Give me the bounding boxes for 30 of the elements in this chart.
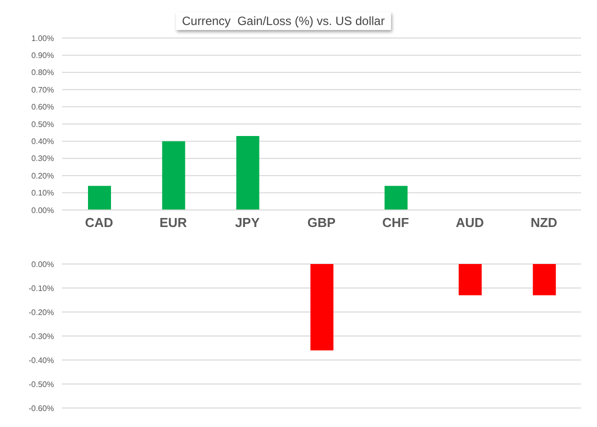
y-tick-label: 0.60% xyxy=(31,102,54,112)
y-tick-label: 1.00% xyxy=(31,34,54,43)
y-tick-label: 0.90% xyxy=(31,51,54,60)
bar xyxy=(384,186,408,210)
x-tick-label: NZD xyxy=(530,215,558,230)
y-tick-label: 0.10% xyxy=(31,188,54,198)
y-tick-label: -0.30% xyxy=(28,332,54,341)
y-tick-label: -0.60% xyxy=(28,404,54,413)
x-tick-label: GBP xyxy=(307,215,336,230)
x-tick-label: EUR xyxy=(159,215,188,230)
x-tick-label: CAD xyxy=(84,215,114,230)
y-tick-label: 0.00% xyxy=(31,260,54,269)
y-tick-label: -0.10% xyxy=(28,284,54,293)
y-tick-label: 0.00% xyxy=(31,206,54,215)
y-tick-label: -0.20% xyxy=(28,308,54,317)
x-tick-label: AUD xyxy=(456,215,484,230)
bar xyxy=(236,136,260,210)
y-tick-label: 0.30% xyxy=(31,154,54,164)
bar xyxy=(88,186,111,210)
y-tick-label: 0.20% xyxy=(31,171,54,180)
y-tick-label: 0.50% xyxy=(31,120,54,129)
y-tick-label: 0.40% xyxy=(31,137,54,146)
x-tick-label: CHF xyxy=(382,215,410,230)
y-tick-label: -0.50% xyxy=(28,380,54,389)
chart-title: Currency Gain/Loss (%) vs. US dollar xyxy=(176,12,391,30)
y-tick-label: -0.40% xyxy=(28,356,54,365)
bar xyxy=(162,141,186,210)
x-tick-label: JPY xyxy=(235,215,260,230)
y-tick-label: 0.80% xyxy=(31,68,54,78)
y-tick-label: 0.70% xyxy=(31,85,54,94)
